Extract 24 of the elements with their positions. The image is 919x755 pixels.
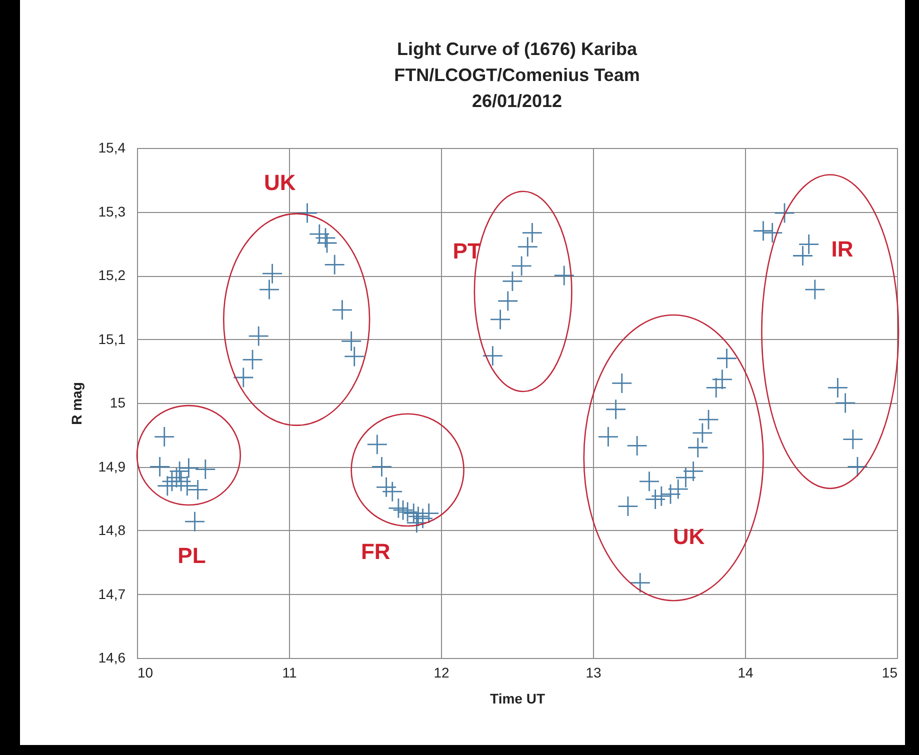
x-tick-label: 15 [882,664,898,680]
y-tick-label: 15,2 [98,267,126,283]
y-tick-label: 15,1 [98,330,126,347]
x-tick-label: 10 [138,664,154,680]
chart-title: Light Curve of (1676) Kariba [396,39,638,59]
y-tick-label: 14,7 [98,586,126,602]
annotation: PL [178,543,206,568]
annotation: UK [672,524,705,549]
x-tick-label: 12 [434,664,450,680]
y-tick-label: 15,4 [98,140,126,156]
x-axis-title: Time UT [490,690,546,706]
y-tick-label: 14,8 [98,522,126,538]
y-tick-label: 14,9 [98,458,126,474]
x-tick-label: 14 [738,664,754,680]
y-tick-label: 15,3 [98,203,126,220]
annotation: IR [831,236,854,262]
x-tick-label: 11 [282,664,297,680]
annotation: UK [264,170,296,196]
y-tick-label: 14,6 [98,650,126,666]
chart-subtitle: FTN/LCOGT/Comenius Team 26/01/2012 [394,65,640,111]
y-axis-title: R mag [68,382,84,425]
x-tick-label: 13 [586,664,602,680]
y-tick-label: 15 [110,394,126,410]
annotation: FR [360,539,390,564]
